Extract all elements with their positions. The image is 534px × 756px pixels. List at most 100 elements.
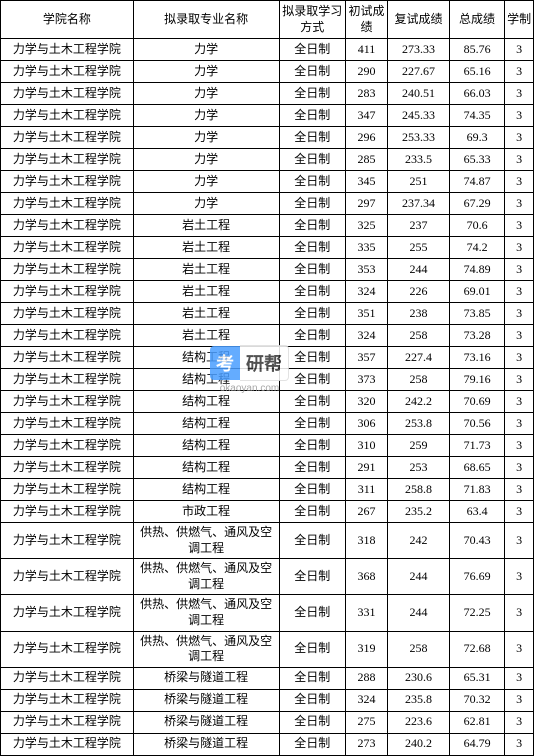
table-row: 力学与土木工程学院结构工程全日制357227.473.163	[1, 347, 534, 369]
table-row: 力学与土木工程学院力学全日制34525174.873	[1, 171, 534, 193]
table-cell: 力学	[133, 105, 279, 127]
table-cell: 力学与土木工程学院	[1, 149, 134, 171]
table-cell: 3	[505, 413, 534, 435]
table-cell: 全日制	[279, 61, 345, 83]
table-cell: 结构工程	[133, 413, 279, 435]
table-cell: 331	[345, 595, 387, 631]
table-cell: 253.33	[388, 127, 450, 149]
table-cell: 全日制	[279, 369, 345, 391]
table-cell: 235.8	[388, 689, 450, 711]
table-cell: 227.4	[388, 347, 450, 369]
header-school: 学院名称	[1, 1, 134, 39]
table-cell: 力学与土木工程学院	[1, 259, 134, 281]
table-cell: 全日制	[279, 281, 345, 303]
header-total: 总成绩	[449, 1, 504, 39]
header-system: 学制	[505, 1, 534, 39]
table-cell: 力学与土木工程学院	[1, 733, 134, 755]
table-cell: 3	[505, 303, 534, 325]
table-cell: 结构工程	[133, 391, 279, 413]
table-container: 学院名称 拟录取专业名称 拟录取学习方式 初试成绩 复试成绩 总成绩 学制 力学…	[0, 0, 534, 756]
table-cell: 3	[505, 457, 534, 479]
table-cell: 325	[345, 215, 387, 237]
table-cell: 70.32	[449, 689, 504, 711]
table-cell: 319	[345, 631, 387, 667]
table-cell: 73.28	[449, 325, 504, 347]
table-cell: 全日制	[279, 171, 345, 193]
table-cell: 3	[505, 259, 534, 281]
table-cell: 3	[505, 193, 534, 215]
table-cell: 力学与土木工程学院	[1, 501, 134, 523]
table-cell: 力学与土木工程学院	[1, 413, 134, 435]
table-cell: 373	[345, 369, 387, 391]
table-cell: 3	[505, 171, 534, 193]
table-cell: 66.03	[449, 83, 504, 105]
table-cell: 69.01	[449, 281, 504, 303]
table-cell: 347	[345, 105, 387, 127]
table-cell: 3	[505, 523, 534, 559]
table-cell: 力学与土木工程学院	[1, 325, 134, 347]
table-cell: 供热、供燃气、通风及空调工程	[133, 595, 279, 631]
table-cell: 275	[345, 711, 387, 733]
table-cell: 3	[505, 501, 534, 523]
table-cell: 全日制	[279, 149, 345, 171]
table-row: 力学与土木工程学院供热、供燃气、通风及空调工程全日制36824476.693	[1, 559, 534, 595]
table-cell: 3	[505, 281, 534, 303]
table-cell: 3	[505, 559, 534, 595]
table-cell: 供热、供燃气、通风及空调工程	[133, 559, 279, 595]
table-cell: 全日制	[279, 711, 345, 733]
header-score2: 复试成绩	[388, 1, 450, 39]
table-cell: 297	[345, 193, 387, 215]
table-cell: 力学与土木工程学院	[1, 105, 134, 127]
table-cell: 3	[505, 215, 534, 237]
table-cell: 岩土工程	[133, 259, 279, 281]
table-cell: 233.5	[388, 149, 450, 171]
table-row: 力学与土木工程学院结构工程全日制306253.870.563	[1, 413, 534, 435]
table-row: 力学与土木工程学院桥梁与隧道工程全日制273240.264.793	[1, 733, 534, 755]
table-cell: 力学与土木工程学院	[1, 303, 134, 325]
table-cell: 3	[505, 83, 534, 105]
table-cell: 3	[505, 237, 534, 259]
table-cell: 251	[388, 171, 450, 193]
table-cell: 岩土工程	[133, 303, 279, 325]
table-cell: 258.8	[388, 479, 450, 501]
table-cell: 全日制	[279, 631, 345, 667]
table-body: 力学与土木工程学院力学全日制411273.3385.763力学与土木工程学院力学…	[1, 39, 534, 756]
table-cell: 全日制	[279, 39, 345, 61]
table-cell: 70.43	[449, 523, 504, 559]
table-cell: 368	[345, 559, 387, 595]
table-row: 力学与土木工程学院岩土工程全日制35324474.893	[1, 259, 534, 281]
table-cell: 353	[345, 259, 387, 281]
table-cell: 力学与土木工程学院	[1, 689, 134, 711]
table-cell: 力学与土木工程学院	[1, 127, 134, 149]
table-cell: 288	[345, 667, 387, 689]
table-cell: 力学与土木工程学院	[1, 83, 134, 105]
table-cell: 市政工程	[133, 501, 279, 523]
table-cell: 3	[505, 667, 534, 689]
table-cell: 267	[345, 501, 387, 523]
table-cell: 240.51	[388, 83, 450, 105]
table-row: 力学与土木工程学院岩土工程全日制35123873.853	[1, 303, 534, 325]
table-cell: 3	[505, 347, 534, 369]
table-row: 力学与土木工程学院桥梁与隧道工程全日制288230.665.313	[1, 667, 534, 689]
table-cell: 74.89	[449, 259, 504, 281]
table-cell: 291	[345, 457, 387, 479]
table-cell: 力学与土木工程学院	[1, 457, 134, 479]
table-cell: 力学	[133, 83, 279, 105]
table-cell: 235.2	[388, 501, 450, 523]
table-cell: 73.85	[449, 303, 504, 325]
table-cell: 71.83	[449, 479, 504, 501]
admission-table: 学院名称 拟录取专业名称 拟录取学习方式 初试成绩 复试成绩 总成绩 学制 力学…	[0, 0, 534, 756]
table-cell: 71.73	[449, 435, 504, 457]
table-cell: 69.3	[449, 127, 504, 149]
table-cell: 68.65	[449, 457, 504, 479]
table-row: 力学与土木工程学院力学全日制296253.3369.33	[1, 127, 534, 149]
table-cell: 力学与土木工程学院	[1, 391, 134, 413]
table-cell: 70.56	[449, 413, 504, 435]
table-row: 力学与土木工程学院供热、供燃气、通风及空调工程全日制31824270.433	[1, 523, 534, 559]
table-row: 力学与土木工程学院力学全日制283240.5166.033	[1, 83, 534, 105]
table-cell: 65.31	[449, 667, 504, 689]
table-cell: 力学与土木工程学院	[1, 435, 134, 457]
table-cell: 70.6	[449, 215, 504, 237]
table-cell: 桥梁与隧道工程	[133, 711, 279, 733]
table-cell: 力学与土木工程学院	[1, 667, 134, 689]
